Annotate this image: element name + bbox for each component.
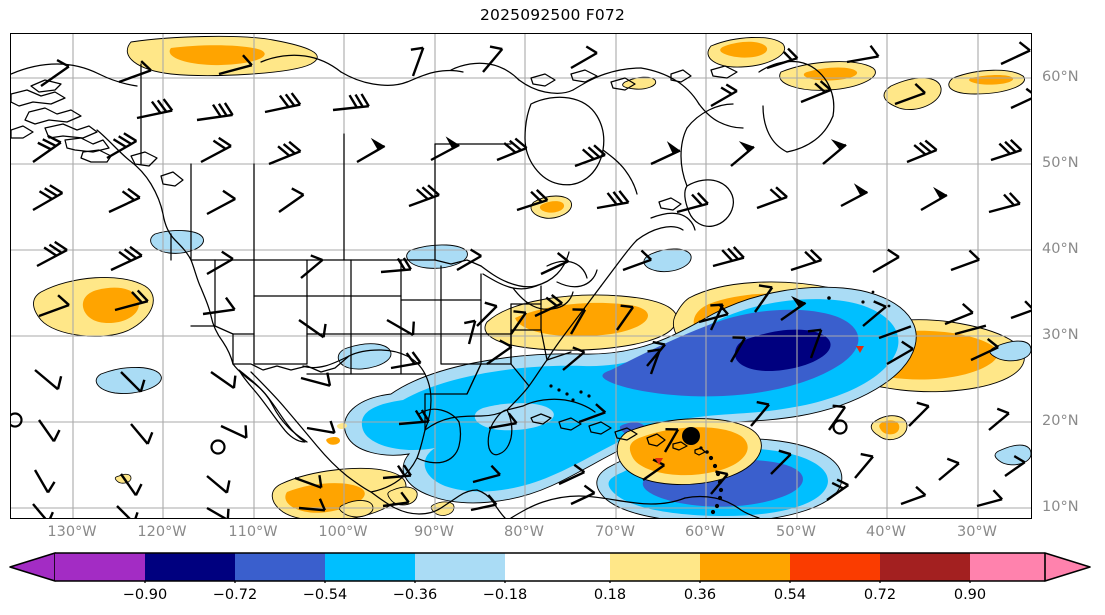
lon-tick-label: 40°W bbox=[865, 524, 907, 540]
red-triangle-marker bbox=[655, 458, 663, 465]
lon-tick-label: 130°W bbox=[47, 524, 97, 540]
lat-tick-label: 40°N bbox=[1042, 241, 1079, 257]
colorbar-tick-label: −0.54 bbox=[302, 587, 348, 603]
wind-barbs bbox=[32, 41, 1031, 518]
colorbar-tick-label: −0.90 bbox=[122, 587, 168, 603]
open-circle-marker bbox=[832, 419, 848, 435]
lon-tick-label: 50°W bbox=[775, 524, 817, 540]
colorbar-swatches bbox=[9, 552, 1091, 583]
open-circle-marker bbox=[11, 412, 23, 428]
lon-tick-label: 80°W bbox=[503, 524, 545, 540]
lat-tick-label: 50°N bbox=[1042, 155, 1079, 171]
colorbar-tick-label: −0.72 bbox=[212, 587, 258, 603]
lat-tick-label: 30°N bbox=[1042, 327, 1079, 343]
lon-tick-label: 100°W bbox=[318, 524, 368, 540]
colorbar-tick-label: −0.36 bbox=[392, 587, 438, 603]
map-canvas bbox=[11, 34, 1031, 518]
map-plot-area[interactable] bbox=[10, 33, 1032, 519]
map-gridlines bbox=[11, 34, 1031, 518]
lon-tick-label: 60°W bbox=[684, 524, 726, 540]
lon-tick-label: 120°W bbox=[137, 524, 187, 540]
figure-title: 2025092500 F072 bbox=[479, 6, 626, 24]
colorbar-tick-label: 0.90 bbox=[953, 587, 987, 603]
red-triangle-marker bbox=[856, 346, 864, 353]
lon-tick-label: 30°W bbox=[956, 524, 998, 540]
coastlines-and-borders bbox=[11, 54, 891, 518]
colorbar-tick-label: 0.18 bbox=[593, 587, 627, 603]
colorbar-tick-label: −0.18 bbox=[482, 587, 528, 603]
point-markers bbox=[11, 346, 864, 465]
colorbar-tick-label: 0.36 bbox=[683, 587, 717, 603]
colorbar-tick-label: 0.72 bbox=[863, 587, 897, 603]
lat-tick-label: 10°N bbox=[1042, 499, 1079, 515]
lat-tick-label: 20°N bbox=[1042, 413, 1079, 429]
lon-tick-label: 110°W bbox=[228, 524, 278, 540]
filled-circle-marker bbox=[682, 427, 700, 445]
shaded-anomaly-field bbox=[33, 35, 1031, 518]
lon-tick-label: 90°W bbox=[413, 524, 455, 540]
lat-tick-label: 60°N bbox=[1042, 69, 1079, 85]
colorbar[interactable]: −0.90 −0.72 −0.54 −0.36 −0.18 0.18 0.36 … bbox=[0, 551, 1105, 613]
lon-tick-label: 70°W bbox=[594, 524, 636, 540]
open-circle-marker bbox=[210, 439, 226, 455]
colorbar-tick-label: 0.54 bbox=[773, 587, 807, 603]
